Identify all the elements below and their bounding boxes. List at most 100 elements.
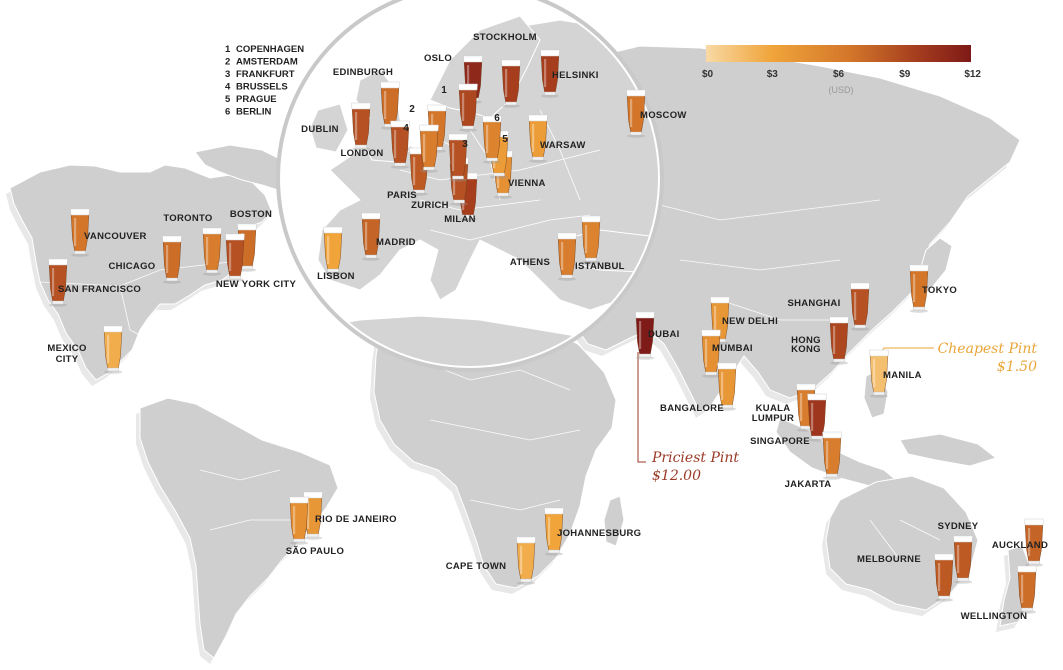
beer-glass-dublin [351,102,371,151]
city-label: NEW YORK CITY [216,279,297,290]
beer-glass-lisbon [323,226,343,275]
key-marker-number: 2 [409,104,415,115]
key-city-name: BRUSSELS [236,82,288,93]
beer-glass-stockholm [501,59,521,108]
city-label: LUMPUR [752,413,794,424]
key-number: 5 [225,94,231,105]
city-label: ZURICH [411,200,449,211]
city-label: MILAN [444,214,476,225]
city-label: MOSCOW [640,110,687,121]
city-label: TORONTO [163,213,212,224]
beer-glass-moscow [626,89,646,138]
beer-glass-4 [419,124,439,173]
legend-tick-label: $12 [964,69,981,80]
beer-glass-madrid [361,212,381,261]
key-city-name: PRAGUE [236,94,277,105]
city-label: DUBLIN [301,124,339,135]
city-label: MANILA [883,370,922,381]
legend-tick-label: $9 [899,69,911,80]
city-label: JOHANNESBURG [557,528,641,539]
city-label: SÃO PAULO [286,546,344,557]
beer-glass-1 [458,83,478,132]
new-guinea-landmass [899,433,998,467]
key-number: 6 [225,107,230,118]
beer-glass-dubai [635,311,655,360]
price-legend: $0 $3 $6 $9 $12 (USD) [702,45,981,95]
key-city-name: BERLIN [236,107,272,118]
beer-glass-cape-town [516,536,536,585]
beer-glass-s-o-paulo [289,496,309,545]
beer-glass-athens [557,232,577,281]
beer-glass-auckland [1024,518,1044,567]
beer-glass-sydney [953,535,973,584]
legend-tick-label: $6 [833,69,845,80]
priciest-title: Priciest Pint [651,450,739,466]
legend-tick-label: $3 [767,69,779,80]
beer-glass-warsaw [528,114,548,163]
city-number-key: 1 COPENHAGEN 2 AMSTERDAM 3 FRANKFURT 4 BRUSSELS… [225,44,304,118]
city-label: LONDON [341,148,384,159]
beer-glass-san-francisco [48,258,68,307]
city-label: VIENNA [508,178,546,189]
city-label: KUALA [756,403,791,414]
city-label: WARSAW [540,140,586,151]
madagascar-landmass [603,495,625,547]
city-label: MADRID [376,237,416,248]
city-label: BANGALORE [660,403,724,414]
city-label: CHICAGO [109,261,156,272]
legend-ticks: $0 $3 $6 $9 $12 [702,69,981,80]
beer-glass-manila [869,349,889,398]
beer-glass-new-york-city [225,233,245,282]
key-number: 1 [225,44,231,55]
priciest-price: $12.00 [652,468,701,484]
key-number: 4 [225,82,231,93]
beer-glass-wellington [1017,565,1037,614]
city-label: NEW DELHI [722,316,778,327]
city-label: AUCKLAND [992,540,1048,551]
city-label: CITY [56,354,79,365]
city-label: JAKARTA [785,479,832,490]
beer-glass-tokyo [909,264,929,313]
key-city-name: AMSTERDAM [236,57,298,68]
beer-glass-shanghai [850,282,870,331]
city-label: MUMBAI [712,343,753,354]
beer-glass-chicago [162,235,182,284]
beer-glass-bangalore [717,362,737,411]
key-number: 3 [225,69,230,80]
cheapest-callout: Cheapest Pint $1.50 [875,341,1038,375]
key-number: 2 [225,57,230,68]
city-label: OSLO [424,53,452,64]
key-city-name: COPENHAGEN [236,44,304,55]
city-label: SINGAPORE [750,436,810,447]
beer-glass-mexico-city [103,325,123,374]
city-label: RIO DE JANEIRO [315,514,397,525]
city-label: HONG [791,335,821,346]
city-label: WELLINGTON [961,611,1028,622]
beer-glass-london [390,120,410,169]
beer-glass-istanbul [581,215,601,264]
beer-glass-3 [448,133,468,182]
city-label: DUBAI [648,329,680,340]
beer-glass-rio-de-janeiro [303,491,323,540]
city-label: STOCKHOLM [473,32,537,43]
beer-glass-hong-kong [829,316,849,365]
beer-glass-johannesburg [544,507,564,556]
south-america-landmass [139,397,339,659]
key-marker-number: 6 [494,113,500,124]
city-label: CAPE TOWN [446,561,507,572]
cheapest-price: $1.50 [997,359,1037,375]
legend-unit: (USD) [829,85,854,95]
beer-glass-markers [48,49,1044,614]
city-label: HELSINKI [552,70,599,81]
beer-glass-edinburgh [380,81,400,130]
city-label: SYDNEY [938,521,979,532]
cheapest-title: Cheapest Pint [938,341,1038,357]
city-label: PARIS [387,190,417,201]
city-label: LISBON [317,271,355,282]
city-labels: OSLO STOCKHOLM HELSINKI EDINBURGH DUBLIN LOND… [47,32,1048,622]
city-label: EDINBURGH [333,67,393,78]
beer-glass-singapore [807,393,827,442]
city-label: MEXICO [47,343,86,354]
priciest-callout: Priciest Pint $12.00 [637,352,739,484]
